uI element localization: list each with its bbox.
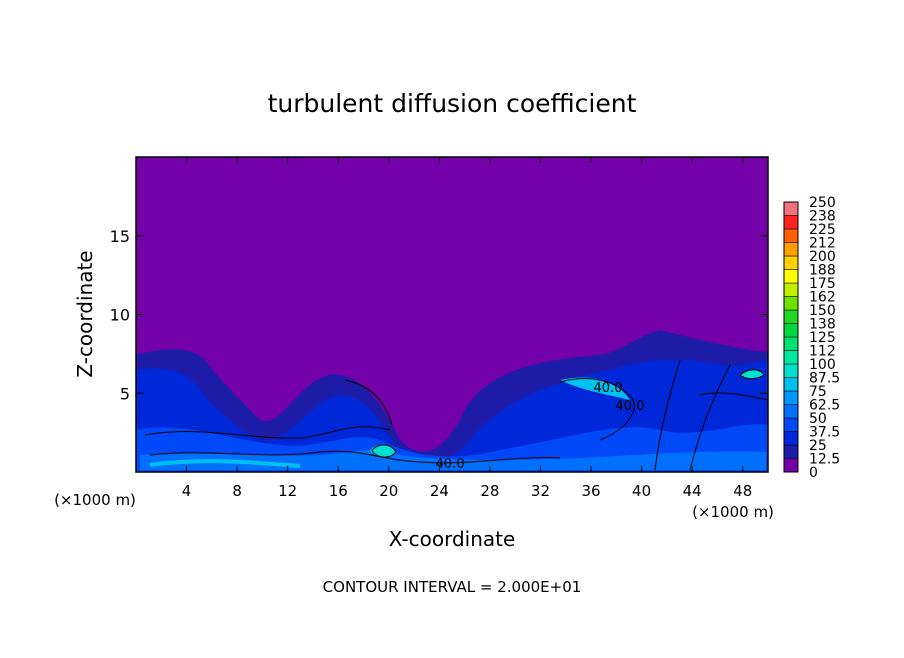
- x-tick-label: 28: [480, 482, 499, 500]
- x-tick-label: 40: [632, 482, 651, 500]
- colorbar-band: [783, 282, 799, 297]
- colorbar-label: 25: [809, 438, 827, 454]
- field-region: [370, 444, 395, 458]
- colorbar-band: [783, 215, 799, 230]
- x-tick-label: 12: [278, 482, 297, 500]
- colorbar-label: 162: [809, 290, 836, 306]
- colorbar-label: 138: [809, 317, 836, 333]
- x-axis-label: X-coordinate: [389, 527, 516, 551]
- x-tick-label: 16: [329, 482, 348, 500]
- contour-label: 40.0: [594, 381, 623, 396]
- contour-label: 40.0: [436, 457, 465, 472]
- x-unit-label: (×1000 m): [692, 503, 774, 521]
- x-tick-label: 4: [182, 482, 192, 500]
- colorbar-label: 225: [809, 222, 836, 238]
- x-tick-label: 32: [531, 482, 550, 500]
- colorbar-band: [783, 350, 799, 365]
- field-region: [149, 459, 301, 468]
- colorbar-label: 62.5: [809, 398, 840, 414]
- colorbar-label: 238: [809, 209, 836, 225]
- colorbar-band: [783, 390, 799, 405]
- y-tick-label: 15: [110, 227, 130, 246]
- colorbar-band: [783, 458, 799, 473]
- contour-label: 40.0: [616, 399, 645, 414]
- x-unit-label: (×1000 m): [54, 491, 136, 509]
- colorbar-label: 175: [809, 276, 836, 292]
- colorbar-label: 0: [809, 465, 818, 481]
- chart-title: turbulent diffusion coefficient: [268, 89, 637, 118]
- colorbar-label: 150: [809, 303, 836, 319]
- x-tick-label: 8: [232, 482, 242, 500]
- colorbar-band: [783, 444, 799, 459]
- colorbar-band: [783, 363, 799, 378]
- colorbar-label: 200: [809, 249, 836, 265]
- field: [136, 157, 769, 472]
- colorbar-label: 125: [809, 330, 836, 346]
- colorbar-band: [783, 242, 799, 257]
- field-region: [739, 369, 765, 380]
- x-tick-label: 48: [733, 482, 752, 500]
- field-region: [560, 377, 630, 400]
- colorbar-band: [783, 417, 799, 432]
- colorbar-band: [783, 404, 799, 419]
- colorbar-band: [783, 309, 799, 324]
- y-axis-label: Z-coordinate: [73, 250, 97, 377]
- colorbar-band: [783, 377, 799, 392]
- colorbar-band: [783, 228, 799, 243]
- colorbar-label: 250: [809, 195, 836, 211]
- colorbar-band: [783, 323, 799, 338]
- footnote: CONTOUR INTERVAL = 2.000E+01: [323, 578, 582, 596]
- colorbar-band: [783, 296, 799, 311]
- colorbar-label: 188: [809, 263, 836, 279]
- colorbar-label: 212: [809, 236, 836, 252]
- colorbar-label: 75: [809, 384, 827, 400]
- y-tick-label: 5: [120, 384, 130, 403]
- colorbar-band: [783, 201, 799, 216]
- colorbar-band: [783, 255, 799, 270]
- x-tick-label: 24: [430, 482, 449, 500]
- x-tick-label: 36: [581, 482, 600, 500]
- colorbar-label: 50: [809, 411, 827, 427]
- colorbar-label: 100: [809, 357, 836, 373]
- colorbar-band: [783, 336, 799, 351]
- colorbar-frame: [783, 201, 799, 473]
- x-tick-label: 20: [379, 482, 398, 500]
- contour-lines: [144, 359, 769, 471]
- colorbar-label: 37.5: [809, 425, 840, 441]
- x-tick-label: 44: [683, 482, 702, 500]
- colorbar-label: 12.5: [809, 452, 840, 468]
- colorbar-label: 112: [809, 344, 836, 360]
- colorbar-band: [783, 269, 799, 284]
- colorbar-label: 87.5: [809, 371, 840, 387]
- y-tick-label: 10: [110, 306, 130, 325]
- colorbar-band: [783, 431, 799, 446]
